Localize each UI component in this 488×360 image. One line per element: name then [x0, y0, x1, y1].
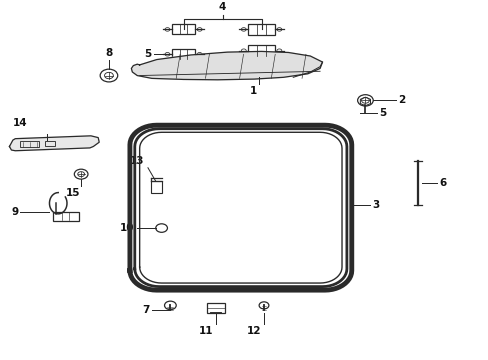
Text: 1: 1 — [249, 86, 256, 96]
Text: 5: 5 — [144, 49, 152, 59]
Bar — [207, 302, 224, 313]
Bar — [44, 141, 55, 146]
Text: 11: 11 — [199, 325, 213, 336]
Text: 10: 10 — [120, 223, 135, 233]
Text: 12: 12 — [246, 325, 261, 336]
Bar — [20, 141, 39, 147]
Bar — [171, 49, 195, 59]
Text: 4: 4 — [219, 3, 226, 12]
Text: 15: 15 — [65, 188, 80, 198]
Text: 3: 3 — [371, 200, 379, 210]
Bar — [171, 24, 195, 35]
Text: 9: 9 — [11, 207, 18, 217]
Text: 8: 8 — [105, 48, 112, 58]
Text: 13: 13 — [130, 156, 144, 166]
Text: 2: 2 — [397, 95, 405, 105]
Text: 7: 7 — [142, 305, 149, 315]
Bar — [247, 24, 274, 35]
Bar — [151, 181, 161, 193]
Polygon shape — [9, 136, 99, 151]
Text: 6: 6 — [439, 178, 446, 188]
Bar — [247, 45, 274, 56]
Polygon shape — [131, 51, 322, 80]
Text: 5: 5 — [378, 108, 386, 118]
Text: 14: 14 — [13, 118, 27, 128]
